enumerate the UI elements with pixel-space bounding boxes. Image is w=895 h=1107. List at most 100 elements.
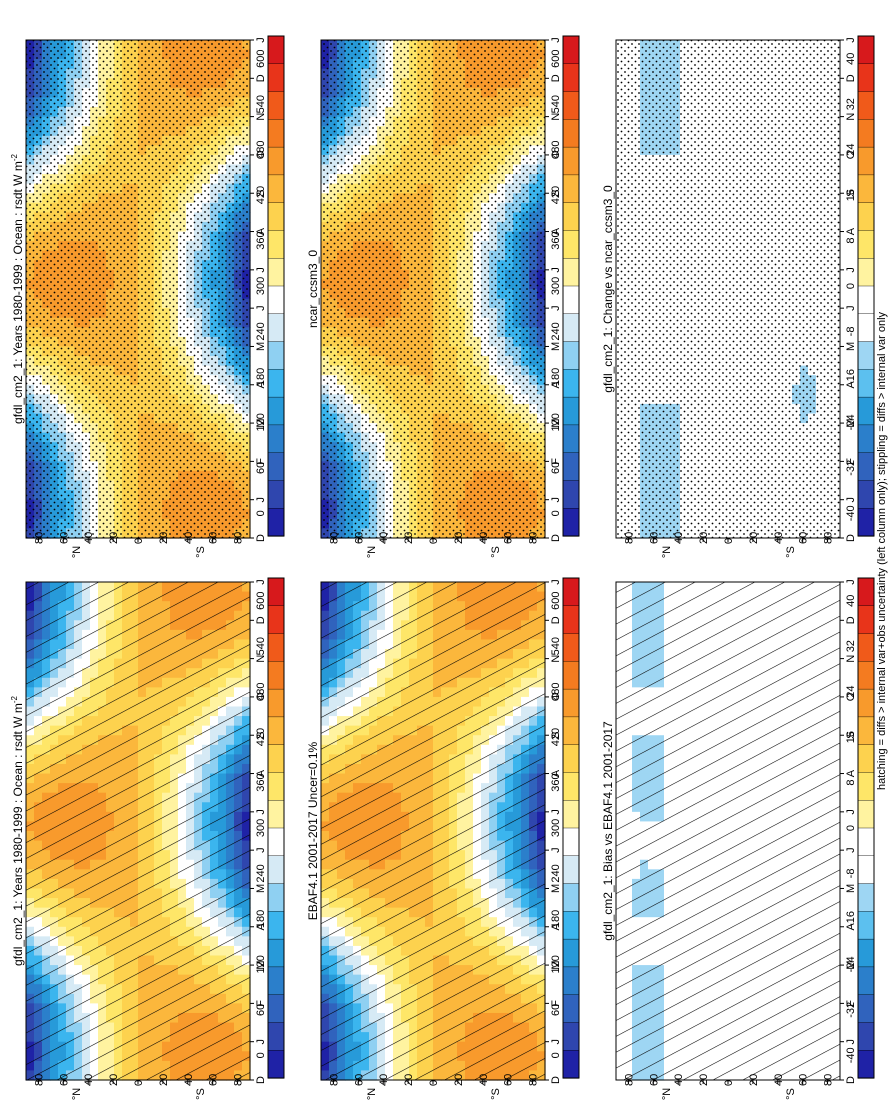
colorbar-label: 0 bbox=[550, 1052, 562, 1058]
colorbar-swatch bbox=[268, 36, 284, 64]
colorbar-label: 480 bbox=[550, 682, 562, 700]
colorbar-label: 120 bbox=[550, 955, 562, 973]
month-tick-label: J bbox=[255, 579, 267, 585]
colorbar-swatch bbox=[268, 369, 284, 397]
colorbar-label: 180 bbox=[255, 910, 267, 928]
colorbar-swatch bbox=[268, 425, 284, 453]
colorbar-label: 420 bbox=[550, 728, 562, 746]
colorbar-swatch bbox=[563, 800, 579, 828]
lat-tick-label: 40 bbox=[183, 1074, 195, 1086]
lat-unit-south: °S bbox=[195, 1088, 207, 1100]
month-tick-label: J bbox=[550, 847, 562, 853]
colorbar-swatch bbox=[563, 717, 579, 745]
colorbar-label: 360 bbox=[255, 231, 267, 249]
colorbar-swatch bbox=[563, 1050, 579, 1078]
colorbar-swatch bbox=[268, 342, 284, 370]
colorbar-label: 240 bbox=[255, 322, 267, 340]
colorbar-swatch bbox=[268, 314, 284, 342]
colorbar-swatch bbox=[563, 745, 579, 773]
colorbar-swatch bbox=[268, 175, 284, 203]
colorbar-label: 540 bbox=[255, 637, 267, 655]
colorbar-label: 540 bbox=[550, 637, 562, 655]
colorbar-swatch bbox=[268, 661, 284, 689]
lat-unit-north: °N bbox=[71, 546, 83, 558]
lat-tick-label: 40 bbox=[83, 1074, 95, 1086]
month-tick-label: J bbox=[255, 37, 267, 43]
colorbar-label: 0 bbox=[255, 1052, 267, 1058]
colorbar-swatch bbox=[563, 939, 579, 967]
lat-unit-south: °S bbox=[195, 546, 207, 558]
colorbar-swatch bbox=[268, 995, 284, 1023]
lat-tick-label: 0 bbox=[133, 538, 145, 544]
month-tick-label: J bbox=[550, 579, 562, 585]
panel-title: gfdl_cm2_1: Years 1980-1999 : Ocean : rs… bbox=[10, 695, 25, 965]
heatmap-plot bbox=[321, 582, 546, 1081]
hatching-overlay bbox=[321, 582, 545, 1080]
month-tick-label: D bbox=[550, 1076, 562, 1084]
lat-tick-label: 40 bbox=[378, 1074, 390, 1086]
lat-tick-label: 40 bbox=[183, 532, 195, 544]
colorbar-swatch bbox=[563, 911, 579, 939]
colorbar-label: 180 bbox=[550, 910, 562, 928]
lat-unit-south: °S bbox=[490, 1088, 502, 1100]
colorbar-swatch bbox=[268, 1022, 284, 1050]
colorbar-label: 300 bbox=[550, 819, 562, 837]
colorbar-label: 420 bbox=[255, 186, 267, 204]
colorbar-label: 60 bbox=[255, 462, 267, 474]
month-tick-label: M bbox=[255, 342, 267, 351]
month-tick-label: J bbox=[255, 847, 267, 853]
month-tick-label: D bbox=[255, 616, 267, 624]
colorbar-swatch bbox=[268, 578, 284, 606]
panel-title: EBAF4.1 2001-2017 Uncer=0.1% bbox=[306, 741, 320, 920]
lat-unit-north: °N bbox=[366, 1088, 378, 1100]
lat-tick-label: 60 bbox=[58, 532, 70, 544]
colorbar-swatch bbox=[563, 1022, 579, 1050]
panel-title: gfdl_cm2_1: Years 1980-1999 : Ocean : rs… bbox=[10, 153, 25, 423]
lat-tick-label: 80 bbox=[528, 1074, 540, 1086]
colorbar-swatch bbox=[268, 772, 284, 800]
month-tick-label: J bbox=[255, 1039, 267, 1045]
colorbar-swatch bbox=[268, 508, 284, 536]
colorbar-swatch bbox=[563, 772, 579, 800]
lat-unit-north: °N bbox=[71, 1088, 83, 1100]
lat-tick-label: 80 bbox=[233, 1074, 245, 1086]
month-tick-label: J bbox=[255, 267, 267, 273]
colorbar-swatch bbox=[268, 64, 284, 92]
month-tick-label: D bbox=[255, 1076, 267, 1084]
colorbar-swatch bbox=[563, 634, 579, 662]
colorbar-label: 480 bbox=[255, 140, 267, 158]
colorbar-swatch bbox=[268, 800, 284, 828]
colorbar-swatch bbox=[268, 689, 284, 717]
lat-tick-label: 80 bbox=[233, 532, 245, 544]
colorbar-swatch bbox=[563, 884, 579, 912]
colorbar-swatch bbox=[268, 1050, 284, 1078]
month-tick-label: J bbox=[255, 305, 267, 311]
lat-tick-label: 40 bbox=[83, 532, 95, 544]
heatmap-plot bbox=[321, 40, 546, 539]
colorbar-label: 60 bbox=[255, 1004, 267, 1016]
colorbar-label: 120 bbox=[255, 413, 267, 431]
stippling-overlay bbox=[26, 40, 250, 538]
colorbar-label: 540 bbox=[255, 95, 267, 113]
colorbar-swatch bbox=[268, 286, 284, 314]
colorbar-swatch bbox=[268, 717, 284, 745]
lat-tick-label: 60 bbox=[208, 532, 220, 544]
lat-tick-label: 40 bbox=[478, 1074, 490, 1086]
colorbar-swatch bbox=[268, 967, 284, 995]
colorbar-swatch bbox=[268, 203, 284, 231]
hatching-overlay bbox=[26, 582, 250, 1080]
colorbar-swatch bbox=[563, 661, 579, 689]
colorbar-label: 300 bbox=[255, 277, 267, 295]
lat-tick-label: 20 bbox=[403, 1074, 415, 1086]
colorbar-swatch bbox=[268, 745, 284, 773]
colorbar-label: 360 bbox=[255, 773, 267, 791]
colorbar-swatch bbox=[268, 606, 284, 634]
lat-tick-label: 0 bbox=[133, 1080, 145, 1086]
month-tick-label: D bbox=[550, 616, 562, 624]
month-tick-label: M bbox=[550, 884, 562, 893]
